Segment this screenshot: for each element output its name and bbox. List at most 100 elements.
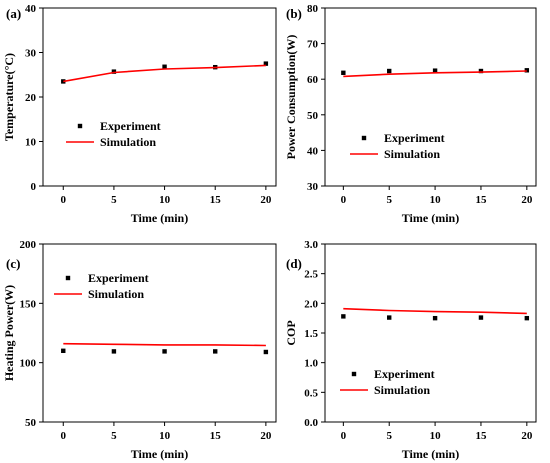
x-tick-label: 0 [341, 430, 347, 442]
y-tick-label: 3.0 [304, 239, 318, 251]
y-tick-label: 50 [307, 110, 319, 122]
y-tick-label: 150 [20, 298, 37, 310]
legend: Experiment Simulation [54, 271, 149, 301]
y-axis-title: COP [284, 320, 298, 345]
x-tick-label: 0 [341, 194, 347, 206]
panel-tag: (b) [286, 6, 302, 21]
x-tick-label: 20 [521, 430, 533, 442]
x-tick-label: 15 [475, 430, 487, 442]
y-tick-label: 0.5 [304, 387, 318, 399]
legend-marker-swatch [77, 123, 83, 129]
legend-label: Experiment [374, 367, 435, 381]
y-tick-label: 30 [25, 48, 37, 60]
experiment-point [387, 315, 392, 320]
y-axis-title: Power Consumption(W) [284, 35, 298, 160]
legend-marker-swatch [351, 371, 357, 377]
x-tick-label: 5 [111, 430, 117, 442]
y-tick-label: 200 [20, 239, 37, 251]
legend: Experiment Simulation [66, 119, 161, 149]
y-tick-label: 80 [307, 3, 319, 15]
x-tick-label: 0 [61, 194, 67, 206]
y-tick-label: 60 [307, 74, 319, 86]
legend-marker-swatch [65, 275, 71, 281]
x-tick-label: 5 [111, 194, 117, 206]
x-tick-label: 10 [430, 194, 442, 206]
chart-panel-4: (d) 0 5 10 15 20 0.0 0.5 1.0 1.5 2.0 2.5 3.0 Time (mi… [284, 239, 537, 461]
y-axis-title: Temperature(°C) [2, 53, 16, 141]
x-tick-label: 5 [386, 430, 392, 442]
panel-tag: (c) [6, 256, 20, 271]
simulation-line [63, 64, 266, 83]
chart-panel-1: (a) 0 5 10 15 20 0 10 20 30 40 Time (min) Temperatur… [2, 3, 277, 225]
x-tick-label: 10 [159, 430, 171, 442]
experiment-point [61, 79, 66, 84]
plot-frame [324, 243, 537, 423]
experiment-point [524, 68, 530, 73]
experiment-point [111, 69, 117, 74]
x-tick-label: 20 [260, 430, 272, 442]
legend-label: Experiment [384, 131, 445, 145]
panel-tag: (a) [6, 6, 21, 21]
legend: Experiment Simulation [340, 367, 435, 397]
x-axis-title: Time (min) [131, 211, 188, 225]
experiment-point [263, 349, 269, 355]
experiment-point [162, 64, 167, 69]
y-tick-label: 30 [307, 181, 319, 193]
experiment-point [387, 68, 392, 74]
plot-frame [42, 243, 277, 423]
x-tick-label: 0 [61, 430, 67, 442]
x-tick-label: 10 [159, 194, 171, 206]
experiment-point [478, 68, 484, 74]
y-tick-label: 40 [25, 3, 37, 15]
legend-label: Simulation [100, 135, 156, 149]
y-tick-label: 0.0 [304, 417, 318, 429]
legend-label: Simulation [384, 147, 440, 161]
x-axis-title: Time (min) [402, 211, 459, 225]
x-tick-label: 20 [260, 194, 272, 206]
y-tick-label: 1.5 [304, 328, 318, 340]
y-tick-label: 0 [31, 181, 37, 193]
experiment-point [432, 315, 438, 321]
simulation-line [343, 70, 527, 78]
legend-label: Experiment [100, 119, 161, 133]
y-tick-label: 2.5 [304, 269, 318, 281]
experiment-point [111, 349, 117, 354]
x-tick-label: 20 [521, 194, 533, 206]
experiment-point [263, 61, 269, 66]
y-tick-label: 50 [25, 417, 37, 429]
y-tick-label: 1.0 [304, 358, 318, 370]
experiment-point [432, 68, 438, 73]
experiment-point [213, 349, 218, 354]
y-tick-label: 70 [307, 39, 319, 51]
y-tick-label: 40 [307, 145, 319, 157]
x-tick-label: 10 [430, 430, 442, 442]
panel-tag: (d) [286, 256, 302, 271]
x-tick-label: 15 [210, 194, 222, 206]
plot-frame [324, 7, 537, 187]
plot-frame [42, 7, 277, 187]
y-tick-label: 100 [20, 358, 37, 370]
legend-marker-swatch [361, 135, 367, 141]
simulation-line [343, 307, 527, 315]
experiment-point [162, 349, 167, 354]
experiment-point [524, 315, 530, 321]
y-tick-label: 20 [25, 92, 37, 104]
experiment-point [61, 348, 66, 353]
chart-panel-2: (b) 0 5 10 15 20 30 40 50 60 70 80 Time (min) Power C… [284, 3, 537, 225]
x-axis-title: Time (min) [131, 447, 188, 461]
y-tick-label: 2.0 [304, 298, 318, 310]
chart-panel-3: (c) 0 5 10 15 20 50 100 150 200 Time (min) Heating … [2, 239, 277, 461]
simulation-line [63, 342, 266, 347]
legend-label: Simulation [88, 287, 144, 301]
legend-label: Experiment [88, 271, 149, 285]
legend-label: Simulation [374, 383, 430, 397]
experiment-point [341, 314, 346, 319]
experiment-point [341, 70, 346, 75]
y-axis-title: Heating Power(W) [2, 285, 16, 381]
legend: Experiment Simulation [350, 131, 445, 161]
y-tick-label: 10 [25, 137, 37, 149]
x-tick-label: 15 [475, 194, 487, 206]
x-tick-label: 5 [386, 194, 392, 206]
experiment-point [478, 315, 484, 320]
